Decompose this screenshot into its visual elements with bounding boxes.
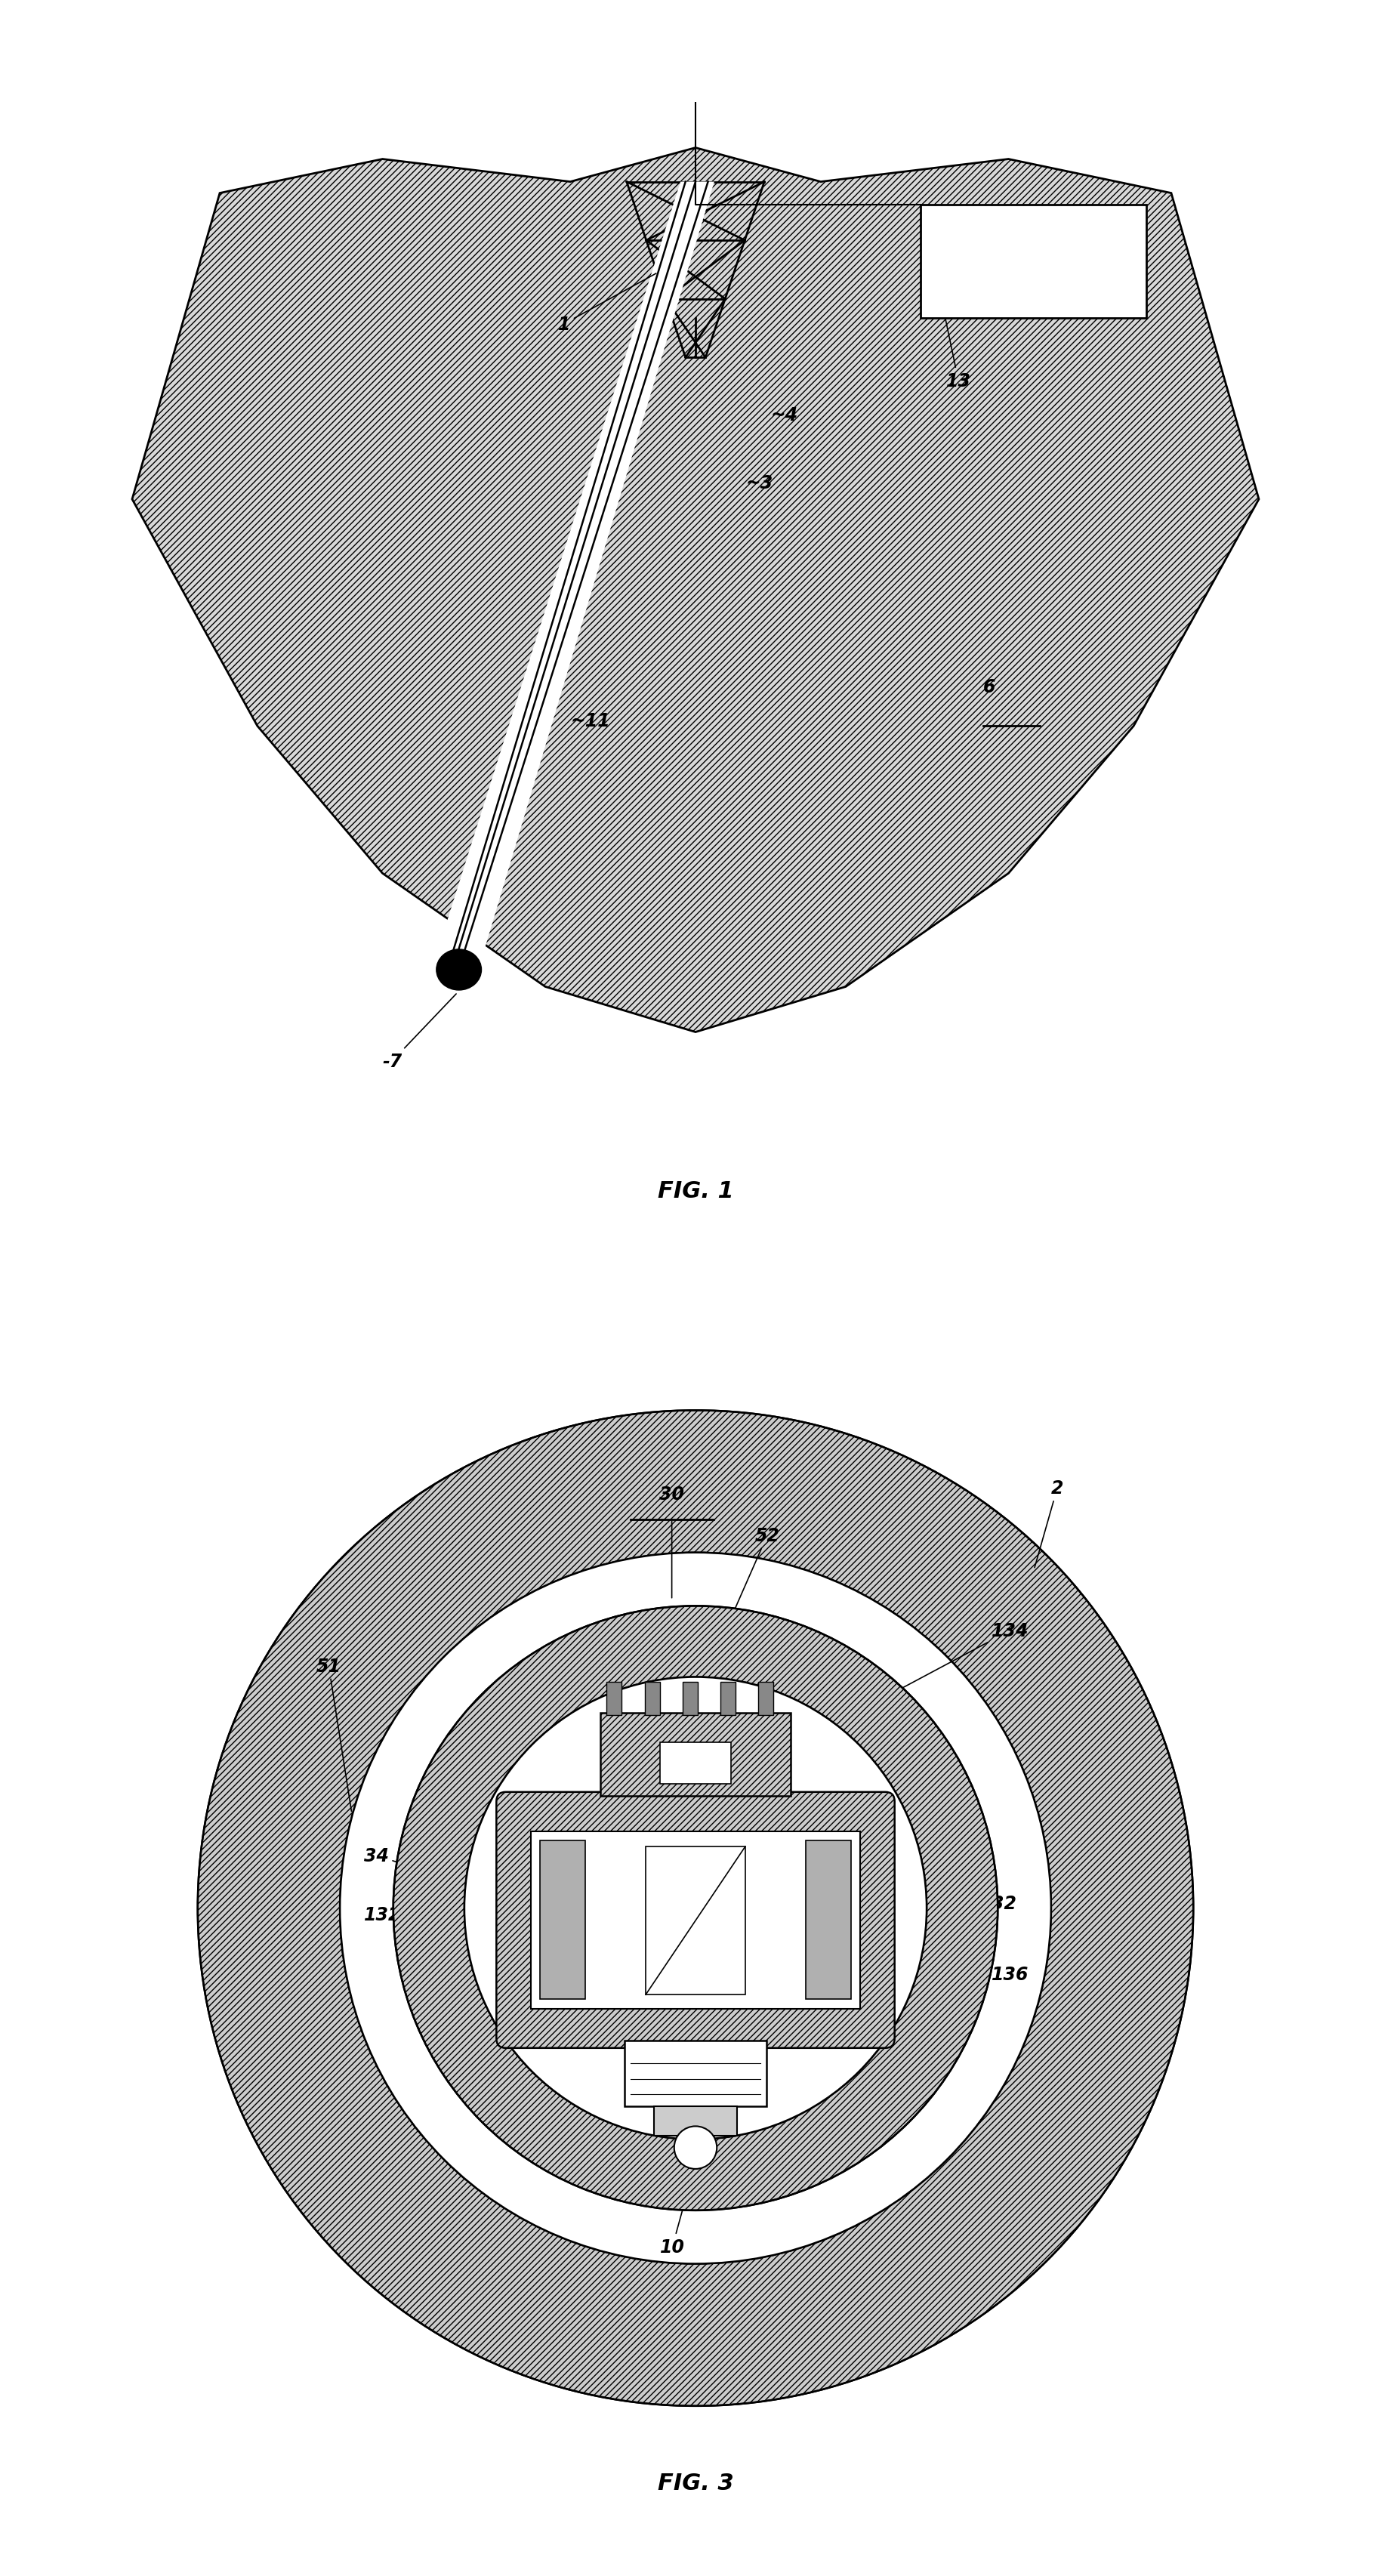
Text: ~11: ~11 (570, 711, 611, 729)
Polygon shape (440, 183, 715, 948)
Text: 1: 1 (558, 273, 657, 332)
FancyBboxPatch shape (497, 1793, 894, 2048)
Bar (601, 1713, 790, 1795)
Text: FIG. 3: FIG. 3 (658, 2473, 733, 2494)
Text: 2: 2 (1035, 1479, 1064, 1569)
Circle shape (465, 1677, 926, 2138)
Circle shape (675, 2125, 716, 2169)
Text: FIG. 1: FIG. 1 (658, 1180, 733, 1203)
Text: 51: 51 (316, 1656, 352, 1811)
Bar (921, 206, 1146, 319)
Text: 134: 134 (780, 1620, 1029, 1754)
Wedge shape (394, 1607, 997, 2210)
Text: -7: -7 (383, 994, 456, 1069)
Bar (654, 2107, 737, 2136)
Text: ~3: ~3 (746, 474, 773, 492)
Text: 6: 6 (983, 677, 996, 696)
Bar (645, 1847, 746, 1994)
Text: 34: 34 (363, 1847, 502, 1896)
Bar (659, 1741, 732, 1783)
Text: 54: 54 (746, 2025, 957, 2074)
Bar (540, 1842, 586, 1999)
Bar (721, 1682, 736, 1716)
Bar (606, 1682, 622, 1716)
Polygon shape (132, 149, 1259, 1033)
Bar (625, 2040, 766, 2107)
Bar (644, 1682, 659, 1716)
Circle shape (339, 1553, 1052, 2264)
Text: 52: 52 (732, 1528, 780, 1615)
Text: 32: 32 (890, 1893, 1017, 1919)
Text: 13: 13 (933, 263, 971, 389)
Wedge shape (198, 1412, 1193, 2406)
Text: 136: 136 (773, 1965, 1029, 2027)
Circle shape (437, 951, 481, 992)
Bar (805, 1842, 851, 1999)
Text: 132: 132 (363, 1906, 530, 1968)
Bar (531, 1832, 860, 2009)
Text: ~4: ~4 (771, 407, 798, 425)
Bar (683, 1682, 698, 1716)
Bar (758, 1682, 773, 1716)
Text: 30: 30 (659, 1486, 684, 1504)
Text: 10: 10 (659, 2164, 696, 2257)
